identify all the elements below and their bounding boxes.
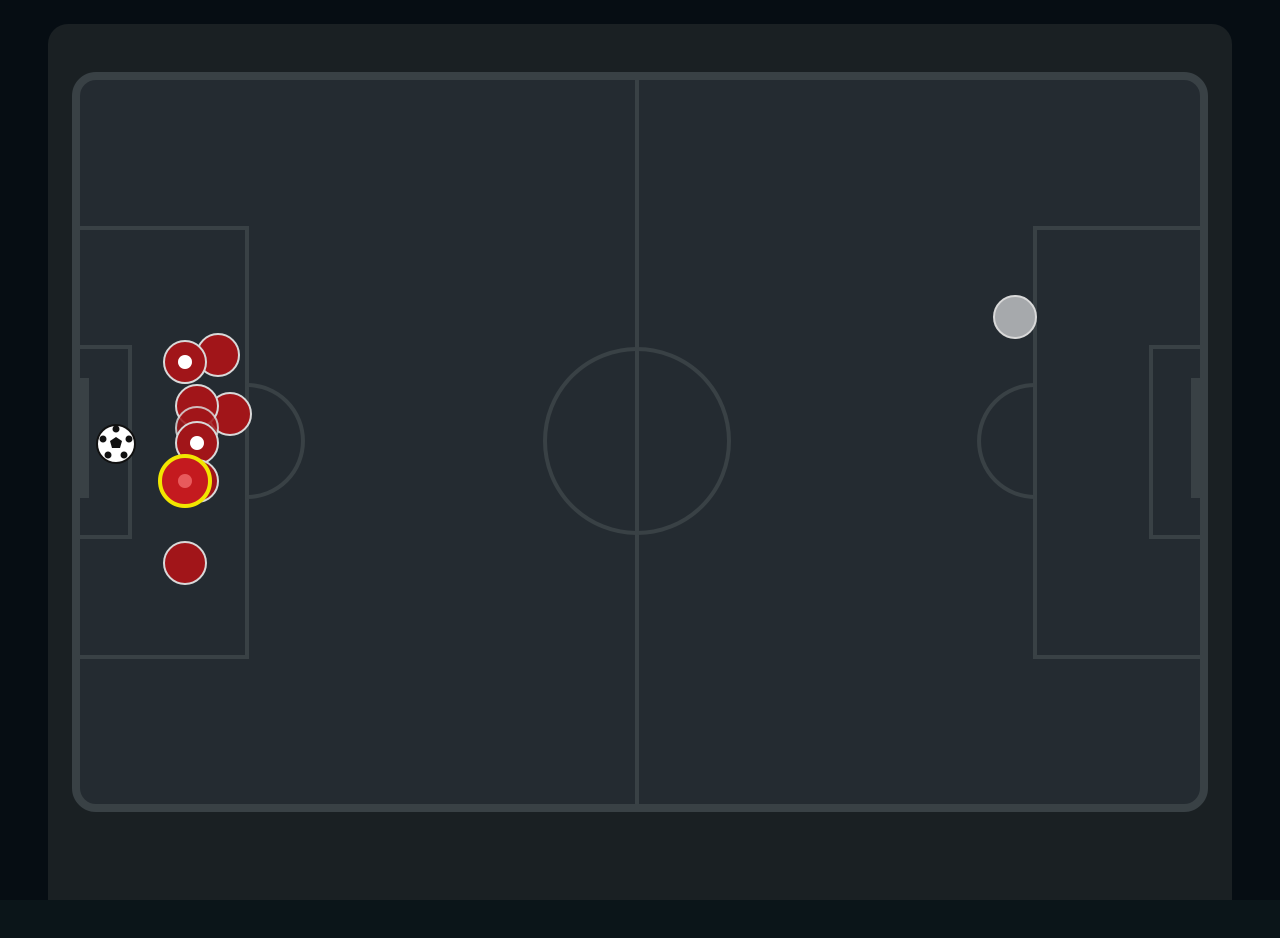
opponent-player[interactable] (993, 295, 1037, 339)
ball-patch (125, 435, 133, 443)
ball-patch (110, 437, 122, 448)
right-goal (1191, 378, 1200, 498)
player-dot (178, 355, 192, 369)
ball-patch (99, 435, 107, 443)
right-penalty-arc (977, 383, 1036, 499)
ball (96, 424, 136, 464)
player[interactable] (163, 541, 207, 585)
player-dot (178, 474, 192, 488)
ball-patch (104, 451, 112, 459)
center-circle (543, 347, 731, 535)
right-six-yard-box (1149, 345, 1204, 539)
ball-patch (120, 451, 128, 459)
bottom-bar (0, 900, 1280, 938)
player-dot (190, 436, 204, 450)
ball-patch (112, 425, 120, 433)
left-goal (80, 378, 89, 498)
left-penalty-arc (246, 383, 305, 499)
